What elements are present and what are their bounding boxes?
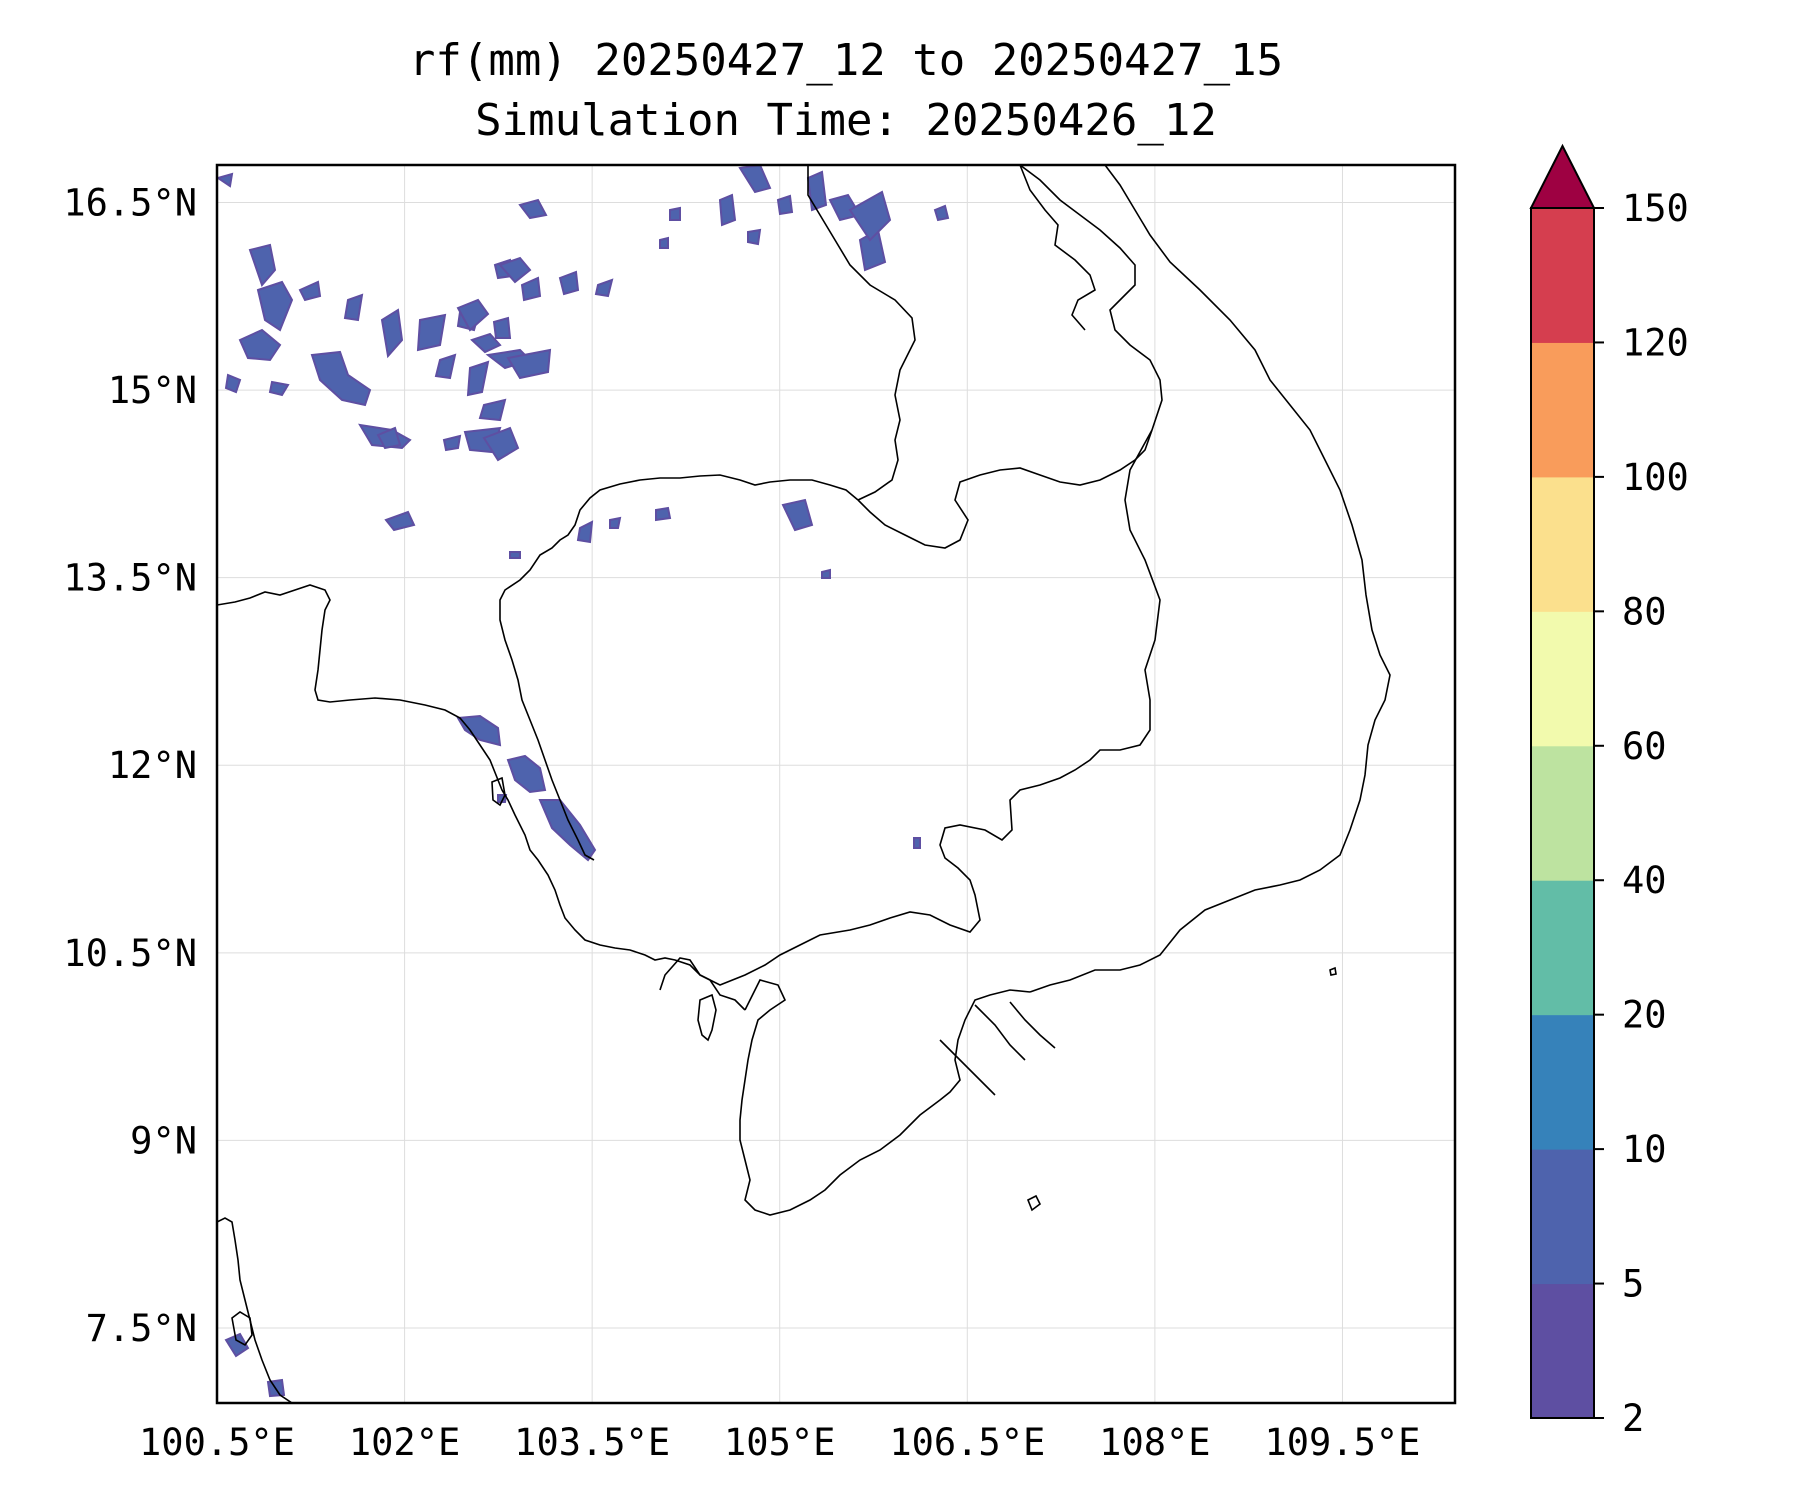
border-cambodia-laos xyxy=(857,429,1153,549)
longitude-axis: 100.5°E 102°E 103.5°E 105°E 106.5°E 108°E 109.… xyxy=(139,1421,1420,1464)
lon-tick-label: 106.5°E xyxy=(889,1421,1045,1464)
delta-channel-3 xyxy=(1009,1001,1056,1049)
colorbar-segment xyxy=(1531,1283,1594,1419)
delta-channel-2 xyxy=(974,1004,1026,1061)
colorbar-tick-label: 100 xyxy=(1622,456,1689,499)
lon-tick-label: 102°E xyxy=(349,1421,460,1464)
lon-tick-label: 109.5°E xyxy=(1264,1421,1420,1464)
island-small-east xyxy=(1329,966,1337,976)
coastline-south-peninsula xyxy=(217,1217,293,1403)
lat-tick-label: 9°N xyxy=(130,1119,197,1162)
rain-area-northeast xyxy=(659,165,950,272)
rain-area-coastal-southwest xyxy=(456,714,921,862)
lon-tick-label: 103.5°E xyxy=(514,1421,670,1464)
lon-tick-label: 108°E xyxy=(1099,1421,1210,1464)
island-peninsula-loop xyxy=(231,1311,253,1347)
border-laos-vietnam xyxy=(1019,165,1163,431)
border-laos-thailand-east xyxy=(1019,165,1096,331)
lat-tick-label: 13.5°N xyxy=(63,557,197,600)
colorbar-extend-arrow xyxy=(1529,143,1596,209)
rainfall-layer xyxy=(217,165,950,1398)
border-laos-thailand-north xyxy=(807,165,916,501)
chart-subtitle: Simulation Time: 20250426_12 xyxy=(475,95,1217,146)
chart-title: rf(mm) 20250427_12 to 20250427_15 xyxy=(408,35,1284,86)
colorbar-tick-label: 120 xyxy=(1622,321,1689,364)
coastline-gulf-thailand xyxy=(217,584,746,1011)
coastline-mekong-delta xyxy=(739,979,1031,1216)
lon-tick-label: 105°E xyxy=(724,1421,835,1464)
colorbar-frame xyxy=(1530,207,1595,1419)
colorbar-segment xyxy=(1531,342,1594,478)
colorbar-segment xyxy=(1531,1014,1594,1150)
lat-tick-label: 16.5°N xyxy=(63,182,197,225)
map-frame xyxy=(215,163,1457,1405)
lon-tick-label: 100.5°E xyxy=(139,1421,295,1464)
colorbar-tick-label: 40 xyxy=(1622,859,1667,902)
colorbar-segment xyxy=(1531,745,1594,881)
colorbar-segment xyxy=(1531,611,1594,747)
island-south-small xyxy=(1026,1194,1042,1212)
colorbar-tick-label: 10 xyxy=(1622,1128,1667,1171)
latitude-axis: 16.5°N 15°N 13.5°N 12°N 10.5°N 9°N 7.5°N xyxy=(63,182,197,1350)
colorbar-segment xyxy=(1531,1149,1594,1285)
colorbar-tick-label: 60 xyxy=(1622,725,1667,768)
delta-channel-1 xyxy=(939,1039,996,1096)
rain-area-central xyxy=(384,498,831,579)
island-koh-kong xyxy=(491,776,506,807)
island-phu-quoc xyxy=(697,993,717,1042)
border-cambodia-vietnam xyxy=(659,429,1161,991)
rain-area-north-center xyxy=(376,198,614,462)
lat-tick-label: 12°N xyxy=(108,744,197,787)
colorbar-tick-label: 150 xyxy=(1622,187,1689,230)
lat-tick-label: 15°N xyxy=(108,369,197,412)
colorbar-tick-label: 5 xyxy=(1622,1263,1644,1306)
coastline-vietnam-east xyxy=(1029,165,1391,993)
coastlines-borders xyxy=(217,165,1391,1403)
colorbar-tick-label: 80 xyxy=(1622,590,1667,633)
colorbar-tick-label: 2 xyxy=(1622,1397,1644,1440)
map-background xyxy=(217,165,1455,1403)
border-thailand-cambodia xyxy=(499,474,859,861)
lat-tick-label: 10.5°N xyxy=(63,932,197,975)
lat-tick-label: 7.5°N xyxy=(86,1307,197,1350)
colorbar-segment xyxy=(1531,880,1594,1016)
colorbar-segment xyxy=(1531,208,1594,343)
colorbar: 2 5 10 20 40 60 80 100 120 150 xyxy=(1529,143,1689,1440)
colorbar-tick-label: 20 xyxy=(1622,994,1667,1037)
colorbar-segment xyxy=(1531,476,1594,612)
